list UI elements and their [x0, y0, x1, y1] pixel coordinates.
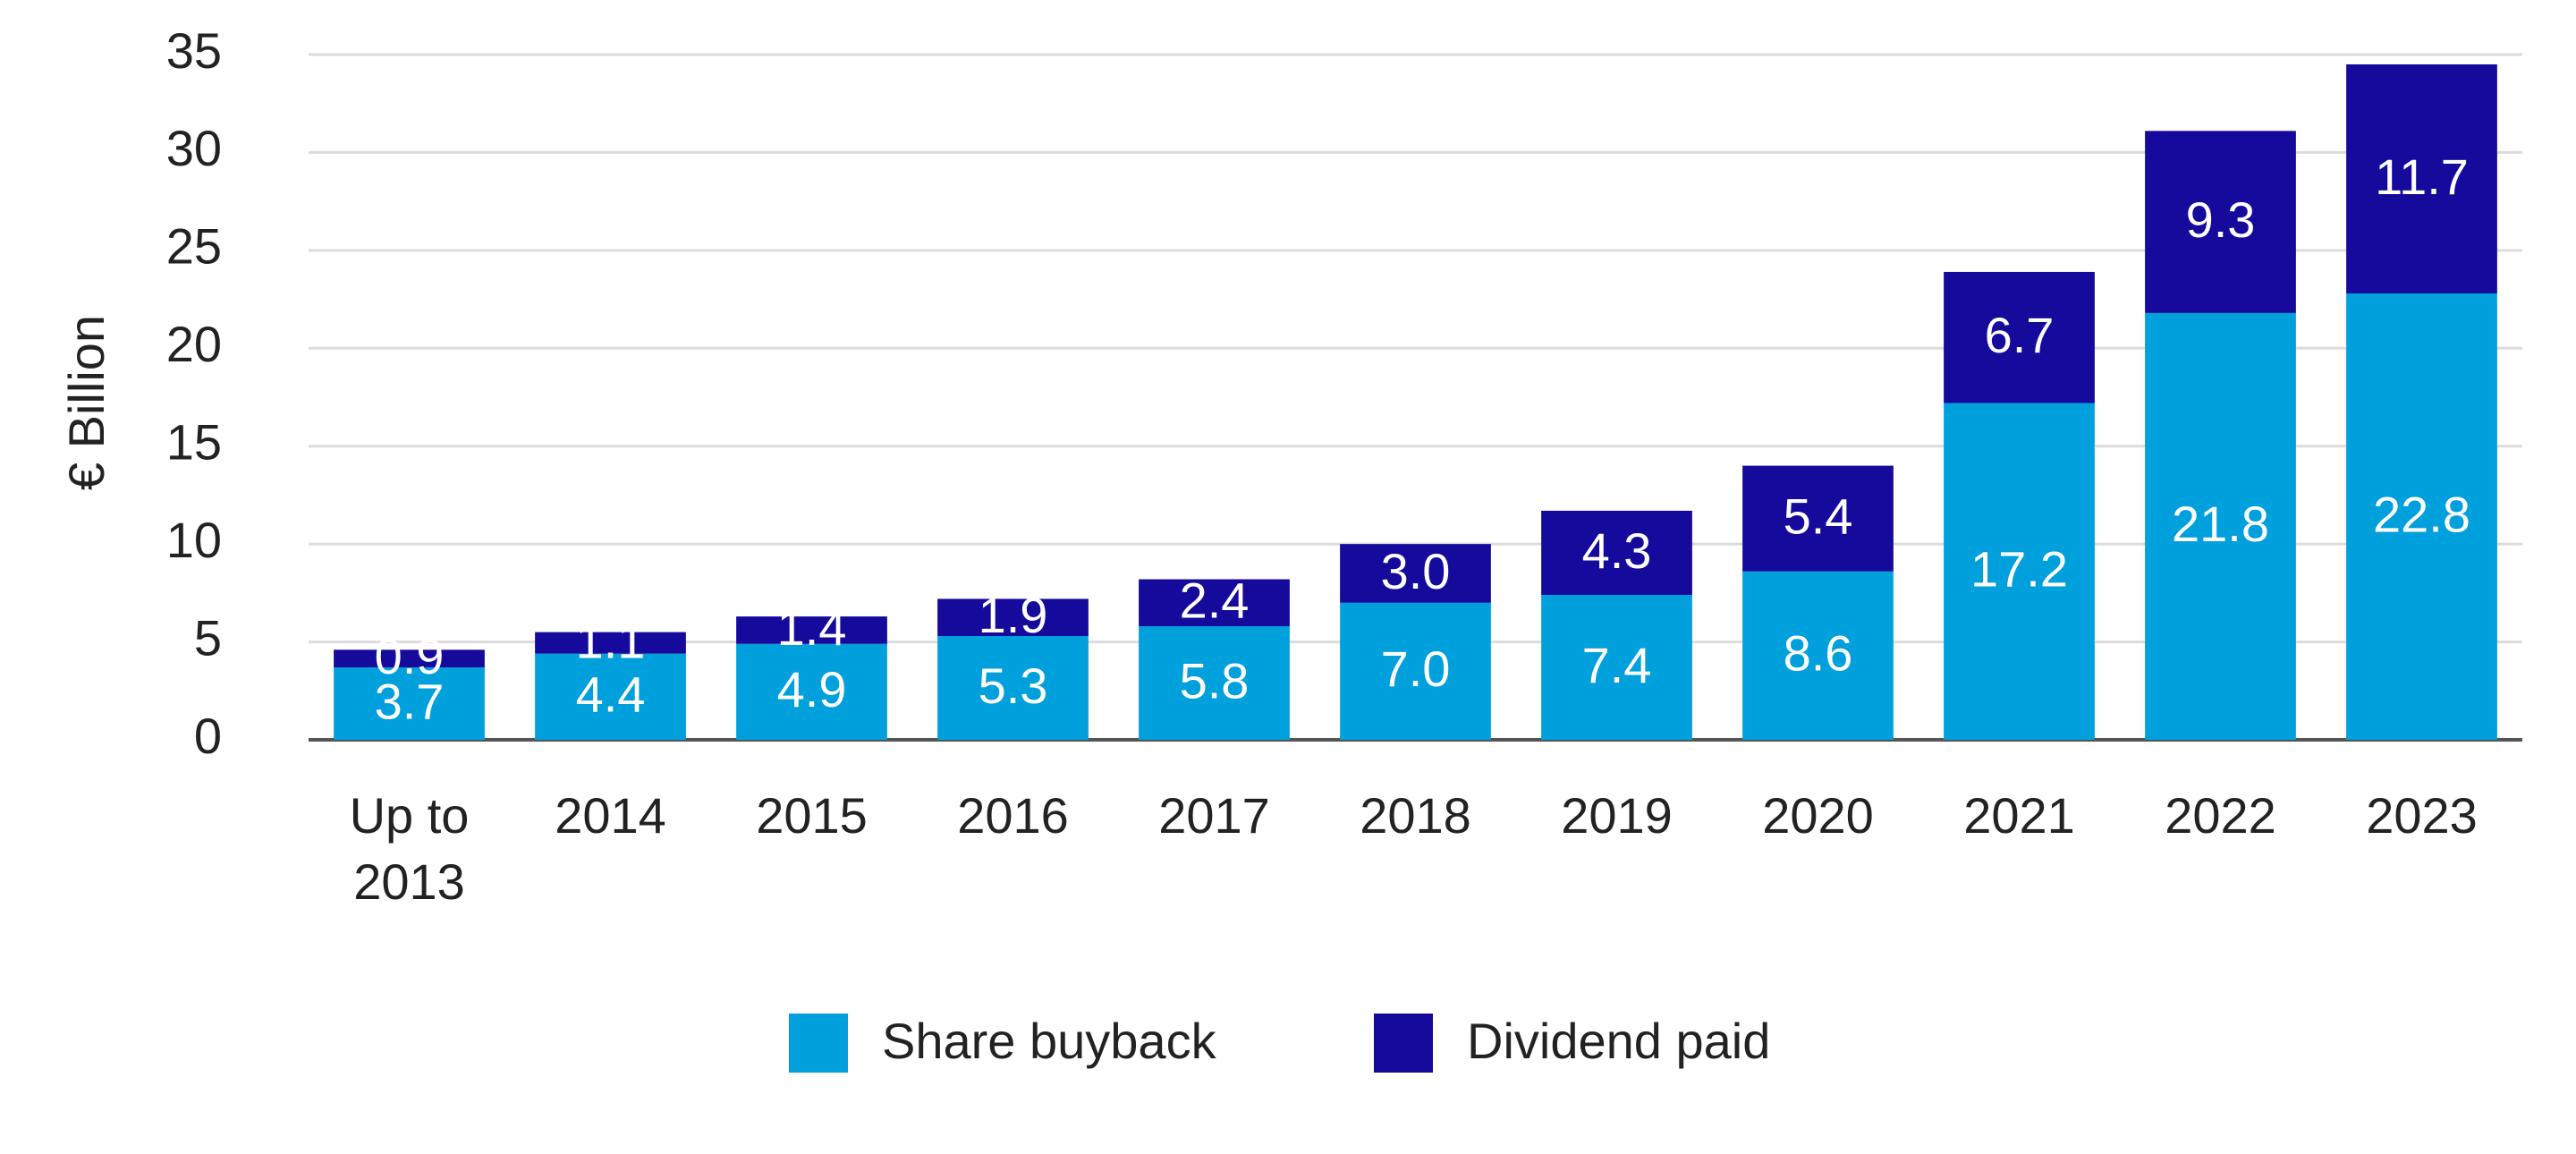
x-tick-label-box: 2023 — [2366, 787, 2478, 844]
bar-segment — [535, 632, 686, 654]
bar-segment — [535, 653, 686, 740]
bars — [334, 64, 2497, 740]
x-tick-label-box: 2022 — [2165, 787, 2276, 844]
value-label: 5.4 — [1784, 488, 1853, 544]
x-tick-label: 2023 — [2366, 787, 2478, 844]
bar-segment — [736, 616, 887, 644]
bar-segment — [2145, 312, 2296, 740]
bar-segment — [334, 667, 485, 740]
x-tick-label-box: 2019 — [1561, 787, 1673, 844]
value-label: 1.1 — [576, 612, 646, 668]
value-label: 11.7 — [2375, 148, 2469, 205]
value-label: 0.9 — [375, 628, 445, 684]
x-tick-label: 2016 — [957, 787, 1069, 844]
value-label: 6.7 — [1985, 307, 2055, 363]
value-label: 2.4 — [1180, 573, 1250, 629]
x-tick-label: 2020 — [1762, 787, 1874, 844]
value-label: 22.8 — [2373, 486, 2470, 542]
bar-segment — [1541, 595, 1692, 740]
x-tick-label: 2019 — [1561, 787, 1673, 844]
x-tick-label-box: Up to 2013 — [349, 787, 470, 910]
bar-segment — [1944, 403, 2095, 740]
value-label: 17.2 — [1970, 541, 2068, 598]
bar-segment — [1139, 579, 1290, 627]
y-tick-label: 30 — [166, 120, 222, 176]
legend-label: Dividend paid — [1467, 1013, 1770, 1069]
value-label: 7.4 — [1582, 637, 1652, 693]
y-tick-label: 15 — [166, 414, 222, 471]
value-label: 8.6 — [1784, 625, 1853, 682]
bar-segment — [334, 649, 485, 668]
x-tick-label-box: 2016 — [957, 787, 1069, 844]
x-tick-label-box: 2015 — [756, 787, 868, 844]
value-label: 4.4 — [576, 666, 646, 723]
x-tick-label: 2022 — [2165, 787, 2276, 844]
y-tick-label: 0 — [194, 708, 222, 764]
y-axis-label: € Billion — [58, 315, 114, 490]
value-label: 3.0 — [1381, 543, 1451, 599]
bar-segment — [2145, 131, 2296, 313]
bar-segment — [2346, 64, 2497, 294]
bar-segment — [1541, 510, 1692, 596]
y-tick-label: 10 — [166, 512, 222, 568]
y-tick-label: 35 — [166, 22, 222, 79]
bar-segment — [937, 598, 1089, 637]
bar-segment — [1944, 271, 2095, 403]
x-tick-label: 2014 — [555, 787, 666, 844]
bar-segment — [736, 643, 887, 740]
x-tick-label-box: 2018 — [1360, 787, 1471, 844]
x-tick-label: 2015 — [756, 787, 868, 844]
value-label: 3.7 — [375, 673, 445, 729]
value-label: 5.3 — [979, 658, 1048, 714]
value-label: 7.0 — [1381, 641, 1451, 697]
x-tick-label: 2018 — [1360, 787, 1471, 844]
x-tick-label-box: 2014 — [555, 787, 666, 844]
x-tick-label-box: 2021 — [1963, 787, 2075, 844]
legend-swatch — [789, 1014, 848, 1073]
value-label: 5.8 — [1180, 652, 1250, 709]
legend-swatch — [1374, 1014, 1433, 1073]
y-tick-label: 25 — [166, 218, 222, 275]
value-label: 9.3 — [2186, 191, 2256, 248]
bar-segment — [1340, 544, 1491, 603]
legend-label: Share buyback — [882, 1013, 1217, 1069]
bar-segment — [1139, 626, 1290, 740]
y-tick-label: 20 — [166, 316, 222, 372]
x-tick-label-box: 2017 — [1158, 787, 1270, 844]
bar-segment — [1742, 571, 1894, 740]
value-label: 4.3 — [1582, 522, 1652, 579]
bar-segment — [937, 636, 1089, 740]
value-label: 1.4 — [777, 599, 847, 656]
y-tick-label: 5 — [194, 609, 222, 666]
bar-segment — [1340, 602, 1491, 740]
bar-segment — [2346, 293, 2497, 740]
x-tick-label: Up to 2013 — [349, 787, 470, 910]
x-tick-label-box: 2020 — [1762, 787, 1874, 844]
x-tick-label: 2017 — [1158, 787, 1270, 844]
value-label: 4.9 — [777, 661, 847, 717]
value-label: 1.9 — [979, 587, 1048, 643]
x-tick-label: 2021 — [1963, 787, 2075, 844]
value-label: 21.8 — [2172, 496, 2269, 552]
bar-segment — [1742, 465, 1894, 572]
